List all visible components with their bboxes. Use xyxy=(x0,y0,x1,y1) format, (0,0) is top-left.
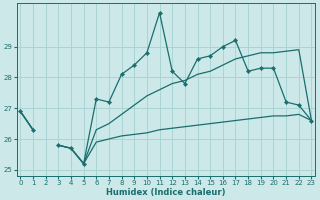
X-axis label: Humidex (Indice chaleur): Humidex (Indice chaleur) xyxy=(106,188,226,197)
